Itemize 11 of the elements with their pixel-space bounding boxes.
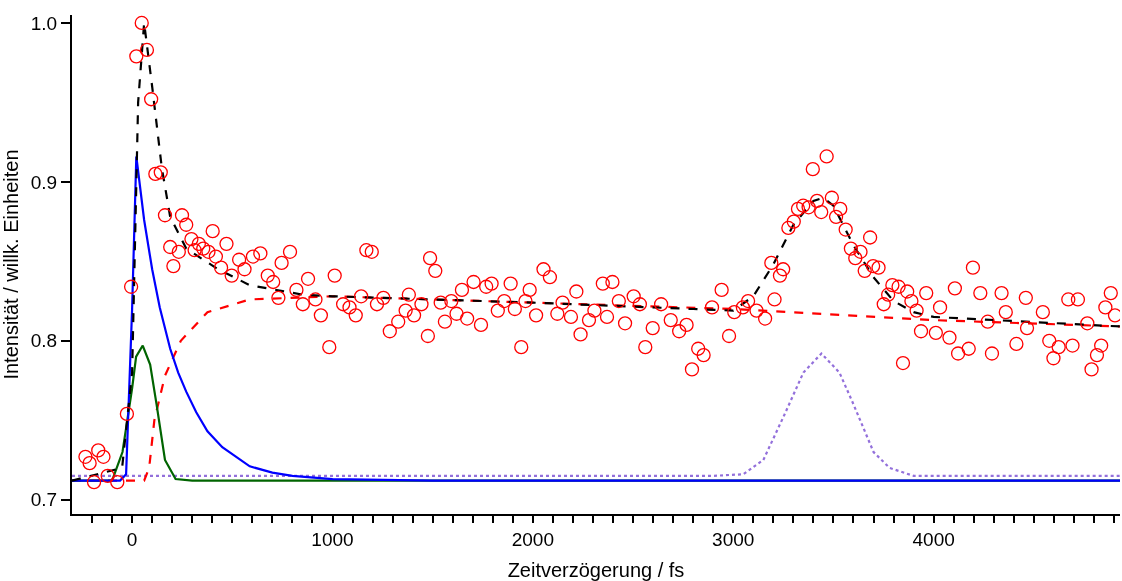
x-tick-label: 4000 <box>912 528 955 550</box>
x-tick-label: 1000 <box>311 528 354 550</box>
y-tick-label: 0.7 <box>30 489 58 511</box>
x-tick-label: 2000 <box>511 528 555 550</box>
x-axis-title: Zeitverzögerung / fs <box>507 559 685 581</box>
y-axis-title: Intensität / willk. Einheiten <box>0 149 22 380</box>
x-tick-label: 0 <box>126 528 138 550</box>
y-tick-label: 0.8 <box>30 330 58 352</box>
y-tick-label: 0.9 <box>30 171 58 193</box>
y-tick-label: 1.0 <box>30 12 58 34</box>
x-tick-label: 3000 <box>712 528 755 550</box>
